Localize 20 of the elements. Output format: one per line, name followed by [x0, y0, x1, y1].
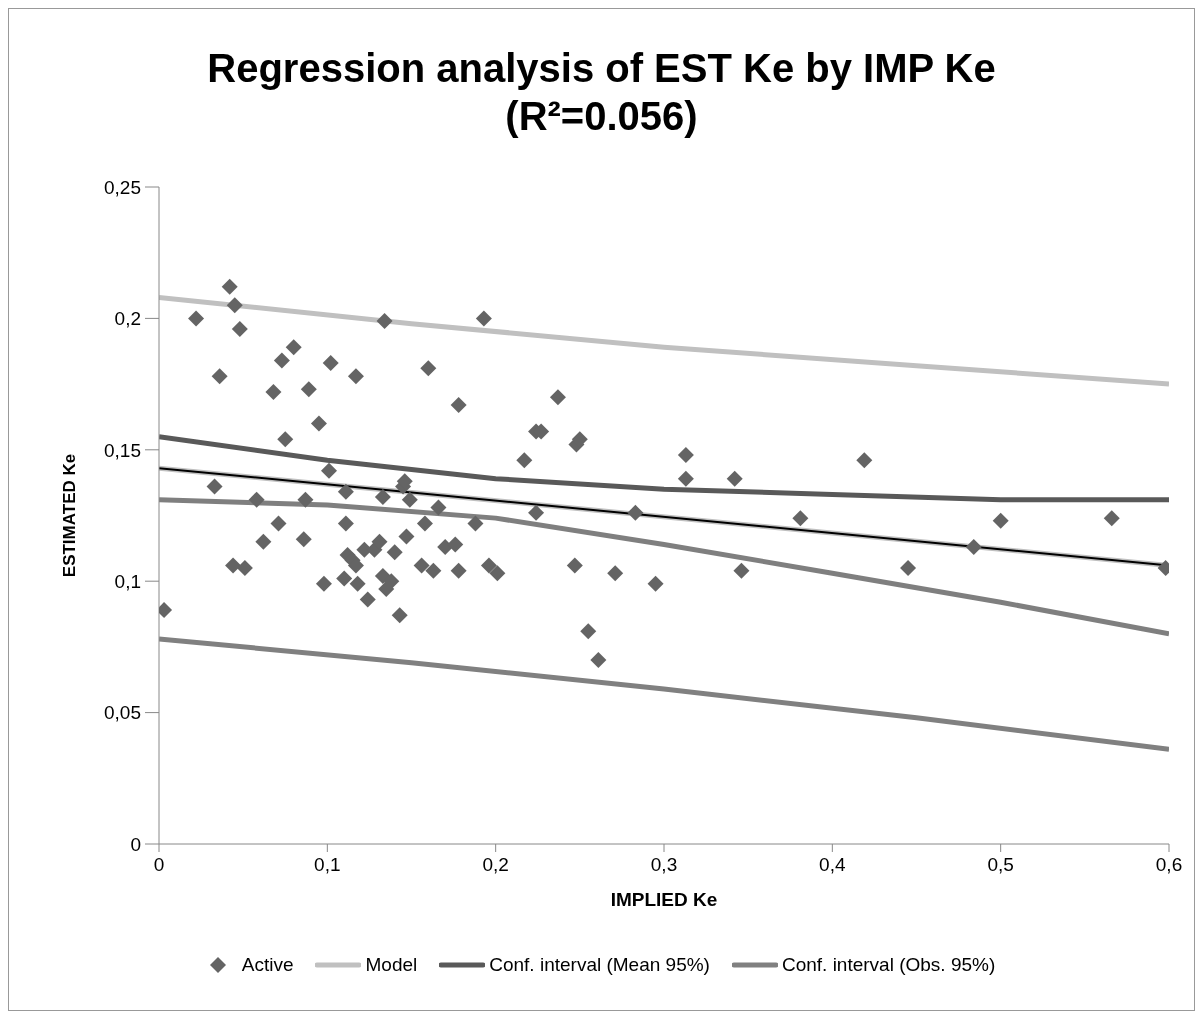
x-tick-label: 0: [153, 854, 165, 876]
legend-label: Conf. interval (Mean 95%): [489, 954, 710, 976]
y-tick-label: 0,05: [104, 702, 141, 724]
y-tick-label: 0,25: [104, 176, 141, 198]
y-tick-label: 0: [130, 833, 141, 855]
x-tick-label: 0,5: [987, 854, 1014, 876]
legend-label: Active: [241, 954, 294, 976]
x-tick-label: 0,2: [482, 854, 509, 876]
x-tick-label: 0,4: [819, 854, 846, 876]
chart-title: Regression analysis of EST Ke by IMP Ke (R²=0.056): [206, 45, 997, 140]
y-axis-title: ESTIMATED Ke: [60, 453, 80, 578]
legend-label: Model: [365, 954, 418, 976]
x-tick-label: 0,6: [1155, 854, 1183, 876]
x-tick-label: 0,3: [650, 854, 678, 876]
y-tick-label: 0,1: [114, 570, 141, 592]
x-tick-label: 0,1: [314, 854, 341, 876]
y-tick-label: 0,2: [114, 308, 141, 330]
legend-label: Conf. interval (Obs. 95%): [781, 954, 996, 976]
x-axis-title: IMPLIED Ke: [610, 889, 718, 910]
y-tick-label: 0,15: [104, 439, 141, 461]
